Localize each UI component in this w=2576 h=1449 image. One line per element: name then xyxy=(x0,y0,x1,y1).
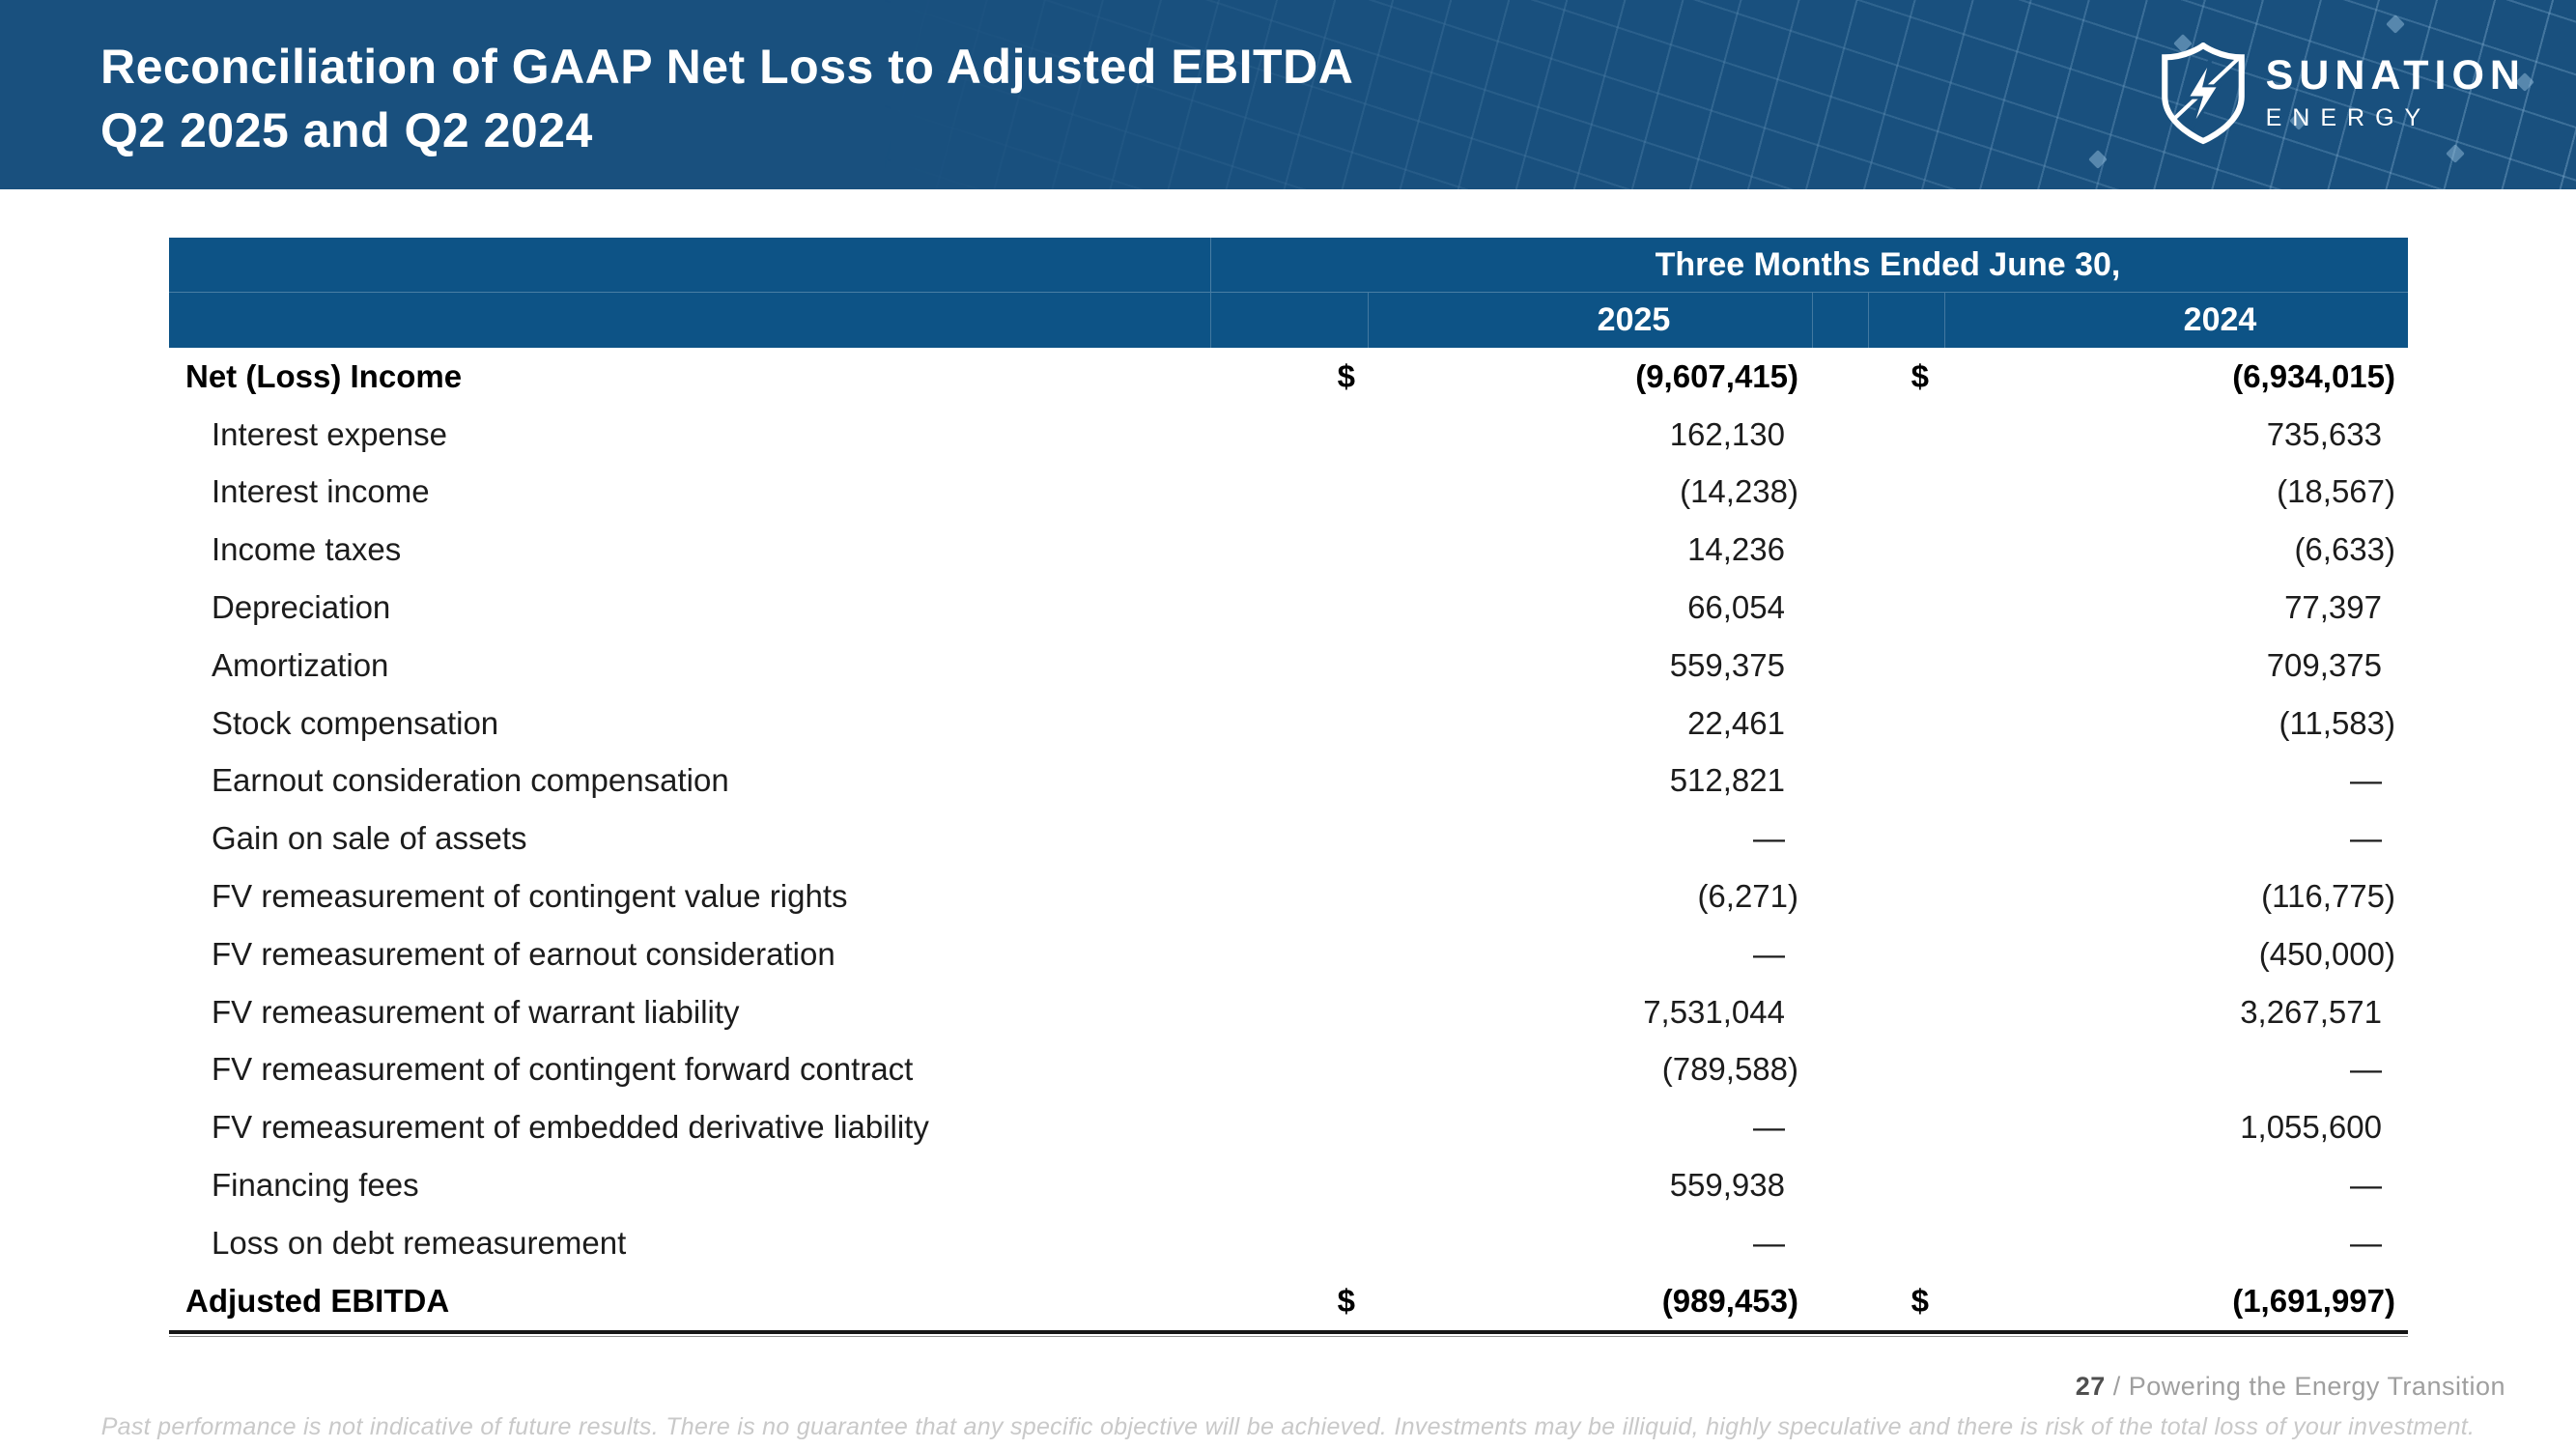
value-2024: (450,000) xyxy=(2258,935,2395,972)
value-2024: (18,567) xyxy=(2277,473,2395,510)
value-2025: 7,531,044 xyxy=(1643,993,1785,1030)
table-row: Financing fees 559,938 — xyxy=(169,1156,2408,1214)
table-row: Stock compensation 22,461 (11,583) xyxy=(169,695,2408,753)
page-footer-line: 27 / Powering the Energy Transition xyxy=(2076,1372,2505,1402)
dollar-sign: $ xyxy=(1337,357,1355,394)
logo-text: SUNATION ENERGY xyxy=(2266,55,2526,132)
row-label: Gain on sale of assets xyxy=(212,820,527,857)
value-2024: — xyxy=(2350,1167,2382,1204)
row-label: Interest income xyxy=(212,473,430,510)
table-header: Three Months Ended June 30, 2025 2024 xyxy=(169,238,2408,348)
value-2025: (989,453) xyxy=(1661,1282,1798,1319)
table-row: FV remeasurement of embedded derivative … xyxy=(169,1098,2408,1156)
row-label: Loss on debt remeasurement xyxy=(212,1224,627,1261)
table-body: Net (Loss) Income $ (9,607,415) $ (6,934… xyxy=(169,348,2408,1330)
logo-wordmark: SUNATION xyxy=(2265,52,2526,99)
row-label: Amortization xyxy=(212,646,389,683)
row-label: FV remeasurement of warrant liability xyxy=(212,993,740,1030)
slide-title-line1: Reconciliation of GAAP Net Loss to Adjus… xyxy=(100,40,1354,94)
logo-subword: ENERGY xyxy=(2265,104,2432,131)
table-row: Interest income (14,238) (18,567) xyxy=(169,464,2408,522)
shield-lightning-bolt-icon xyxy=(2160,43,2247,145)
value-2025: — xyxy=(1753,820,1785,857)
value-2024: (116,775) xyxy=(2261,878,2395,915)
value-2025: — xyxy=(1753,1224,1785,1261)
row-label: FV remeasurement of embedded derivative … xyxy=(212,1109,929,1146)
row-label: FV remeasurement of contingent value rig… xyxy=(212,878,848,915)
value-2025: (789,588) xyxy=(1661,1051,1798,1088)
reconciliation-table: Three Months Ended June 30, 2025 2024 Ne… xyxy=(169,238,2408,1337)
value-2025: (6,271) xyxy=(1697,878,1798,915)
header-banner: Reconciliation of GAAP Net Loss to Adjus… xyxy=(0,0,2576,189)
company-logo: SUNATION ENERGY xyxy=(2160,43,2526,145)
value-2025: (9,607,415) xyxy=(1635,357,1798,394)
row-label: Adjusted EBITDA xyxy=(185,1282,450,1319)
value-2024: (6,934,015) xyxy=(2232,357,2395,394)
value-2024: 735,633 xyxy=(2266,415,2382,452)
value-2025: — xyxy=(1753,1109,1785,1146)
row-label: Net (Loss) Income xyxy=(185,357,463,394)
column-header-2025: 2025 xyxy=(1597,301,1671,338)
dollar-sign: $ xyxy=(1911,357,1929,394)
row-label: Financing fees xyxy=(212,1167,419,1204)
value-2024: — xyxy=(2350,1051,2382,1088)
value-2025: 559,938 xyxy=(1669,1167,1785,1204)
value-2024: — xyxy=(2350,1224,2382,1261)
table-row-net-loss-income: Net (Loss) Income $ (9,607,415) $ (6,934… xyxy=(169,348,2408,406)
value-2025: 22,461 xyxy=(1687,704,1785,741)
row-label: FV remeasurement of contingent forward c… xyxy=(212,1051,914,1088)
table-row: FV remeasurement of warrant liability 7,… xyxy=(169,983,2408,1041)
value-2024: 709,375 xyxy=(2266,646,2382,683)
table-row: Earnout consideration compensation 512,8… xyxy=(169,753,2408,810)
row-label: FV remeasurement of earnout consideratio… xyxy=(212,935,835,972)
value-2025: 66,054 xyxy=(1687,589,1785,626)
table-row: Income taxes 14,236 (6,633) xyxy=(169,521,2408,579)
value-2025: 559,375 xyxy=(1669,646,1785,683)
value-2024: 3,267,571 xyxy=(2240,993,2382,1030)
value-2024: (6,633) xyxy=(2294,531,2395,568)
value-2025: 162,130 xyxy=(1669,415,1785,452)
value-2024: — xyxy=(2350,820,2382,857)
table-row: Depreciation 66,054 77,397 xyxy=(169,579,2408,637)
period-header: Three Months Ended June 30, xyxy=(1655,245,2121,283)
row-label: Interest expense xyxy=(212,415,447,452)
table-row: FV remeasurement of contingent value rig… xyxy=(169,867,2408,925)
dollar-sign: $ xyxy=(1911,1282,1929,1319)
table-bottom-rule xyxy=(169,1329,2408,1337)
column-header-2024: 2024 xyxy=(2183,301,2257,338)
row-label: Income taxes xyxy=(212,531,402,568)
value-2025: — xyxy=(1753,935,1785,972)
table-header-period-row: Three Months Ended June 30, xyxy=(169,238,2408,292)
slide-title: Reconciliation of GAAP Net Loss to Adjus… xyxy=(100,35,1353,162)
disclaimer-text: Past performance is not indicative of fu… xyxy=(100,1413,2476,1440)
slide-title-line2: Q2 2025 and Q2 2024 xyxy=(100,103,593,157)
row-label: Stock compensation xyxy=(212,704,499,741)
table-row: Loss on debt remeasurement — — xyxy=(169,1214,2408,1272)
value-2024: — xyxy=(2350,762,2382,799)
value-2025: (14,238) xyxy=(1680,473,1798,510)
table-row: Interest expense 162,130 735,633 xyxy=(169,406,2408,464)
row-label: Earnout consideration compensation xyxy=(212,762,729,799)
table-row: Gain on sale of assets — — xyxy=(169,810,2408,867)
value-2025: 512,821 xyxy=(1669,762,1785,799)
footer-tagline: Powering the Energy Transition xyxy=(2128,1372,2505,1401)
footer-separator: / xyxy=(2112,1372,2121,1401)
dollar-sign: $ xyxy=(1337,1282,1355,1319)
value-2025: 14,236 xyxy=(1687,531,1785,568)
row-label: Depreciation xyxy=(212,589,391,626)
table-header-year-row: 2025 2024 xyxy=(169,292,2408,348)
table-row: FV remeasurement of contingent forward c… xyxy=(169,1041,2408,1099)
table-row: Amortization 559,375 709,375 xyxy=(169,637,2408,695)
table-row-adjusted-ebitda: Adjusted EBITDA $ (989,453) $ (1,691,997… xyxy=(169,1272,2408,1330)
value-2024: (11,583) xyxy=(2279,704,2395,741)
value-2024: (1,691,997) xyxy=(2232,1282,2395,1319)
page-number: 27 xyxy=(2075,1372,2106,1401)
table-row: FV remeasurement of earnout consideratio… xyxy=(169,925,2408,983)
solar-panel-pattern xyxy=(0,0,2576,189)
value-2024: 1,055,600 xyxy=(2240,1109,2382,1146)
value-2024: 77,397 xyxy=(2284,589,2382,626)
